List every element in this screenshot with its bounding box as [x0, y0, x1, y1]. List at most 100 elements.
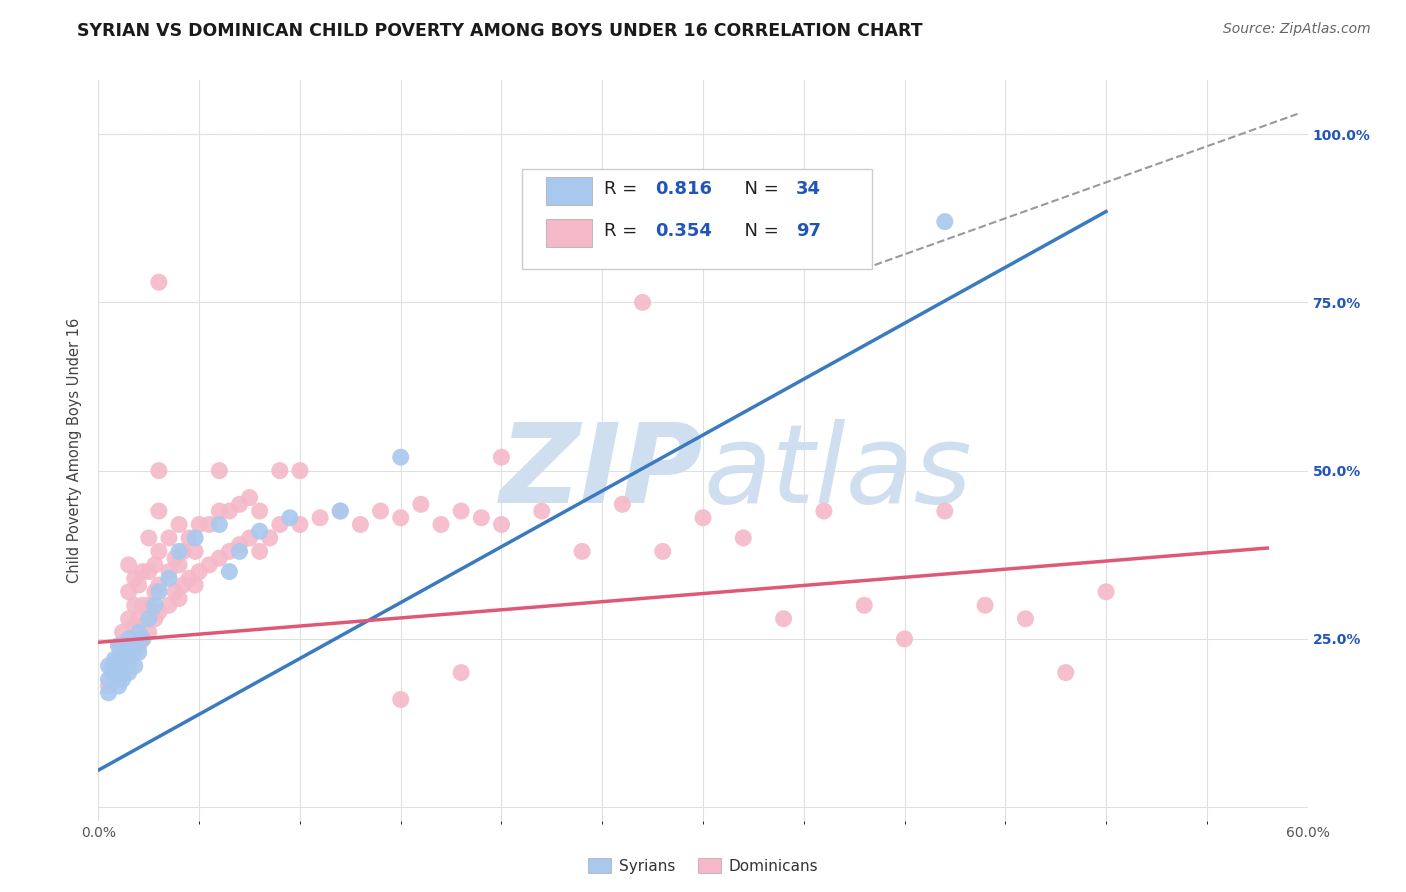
Point: [143, 584, 166, 599]
Point: [218, 544, 240, 558]
Point: [107, 652, 129, 666]
Text: N =: N =: [734, 222, 785, 241]
Point: [148, 578, 170, 592]
Point: [157, 571, 180, 585]
Point: [103, 665, 125, 680]
Point: [188, 565, 211, 579]
Point: [184, 544, 207, 558]
Point: [132, 632, 155, 646]
Legend: Syrians, Dominicans: Syrians, Dominicans: [582, 852, 824, 880]
Point: [249, 524, 271, 539]
Point: [278, 510, 301, 524]
Point: [450, 504, 472, 518]
Point: [107, 673, 129, 687]
Point: [124, 645, 146, 659]
Point: [239, 531, 262, 545]
Point: [269, 464, 291, 478]
Point: [612, 497, 634, 511]
Point: [349, 517, 371, 532]
Point: [491, 450, 513, 465]
Point: [97, 658, 120, 673]
Point: [491, 517, 513, 532]
Point: [118, 658, 141, 673]
Point: [118, 584, 141, 599]
Point: [128, 625, 150, 640]
FancyBboxPatch shape: [522, 169, 872, 269]
Point: [114, 652, 136, 666]
Point: [218, 504, 240, 518]
Point: [148, 275, 170, 289]
Point: [97, 679, 120, 693]
Point: [107, 652, 129, 666]
Point: [309, 510, 332, 524]
Point: [111, 625, 134, 640]
Point: [370, 504, 392, 518]
Point: [1095, 584, 1118, 599]
Point: [389, 510, 412, 524]
Point: [118, 665, 141, 680]
Point: [97, 673, 120, 687]
Point: [772, 612, 794, 626]
Point: [249, 504, 271, 518]
Point: [288, 464, 311, 478]
Point: [124, 599, 146, 613]
Point: [631, 295, 654, 310]
Point: [103, 652, 125, 666]
Point: [389, 450, 412, 465]
Point: [198, 558, 221, 572]
Text: 0.354: 0.354: [655, 222, 711, 241]
Point: [107, 665, 129, 680]
Point: [188, 517, 211, 532]
Point: [124, 618, 146, 632]
Point: [934, 214, 956, 228]
Point: [111, 658, 134, 673]
Point: [118, 652, 141, 666]
Text: SYRIAN VS DOMINICAN CHILD POVERTY AMONG BOYS UNDER 16 CORRELATION CHART: SYRIAN VS DOMINICAN CHILD POVERTY AMONG …: [77, 22, 922, 40]
Point: [118, 639, 141, 653]
Point: [143, 558, 166, 572]
Point: [228, 497, 250, 511]
Point: [329, 504, 352, 518]
Text: 0.816: 0.816: [655, 180, 711, 198]
Point: [124, 658, 146, 673]
Text: R =: R =: [603, 222, 643, 241]
Point: [157, 565, 180, 579]
Point: [389, 692, 412, 706]
Point: [118, 612, 141, 626]
Point: [101, 658, 124, 673]
Text: Source: ZipAtlas.com: Source: ZipAtlas.com: [1223, 22, 1371, 37]
Point: [148, 464, 170, 478]
Point: [163, 584, 186, 599]
Point: [1014, 612, 1036, 626]
Point: [157, 531, 180, 545]
Point: [148, 584, 170, 599]
Point: [148, 504, 170, 518]
Point: [329, 504, 352, 518]
Point: [132, 632, 155, 646]
Point: [450, 665, 472, 680]
Point: [138, 599, 160, 613]
Point: [128, 612, 150, 626]
Text: N =: N =: [734, 180, 785, 198]
Text: 97: 97: [796, 222, 821, 241]
FancyBboxPatch shape: [546, 177, 592, 204]
Point: [132, 599, 155, 613]
Y-axis label: Child Poverty Among Boys Under 16: Child Poverty Among Boys Under 16: [67, 318, 83, 583]
Point: [934, 504, 956, 518]
Point: [107, 639, 129, 653]
Point: [172, 578, 194, 592]
Point: [974, 599, 997, 613]
Point: [409, 497, 432, 511]
Point: [179, 531, 201, 545]
Point: [107, 639, 129, 653]
Point: [111, 673, 134, 687]
Point: [138, 625, 160, 640]
Point: [138, 565, 160, 579]
Point: [651, 544, 673, 558]
Text: R =: R =: [603, 180, 643, 198]
Point: [259, 531, 281, 545]
Point: [692, 510, 714, 524]
Point: [184, 578, 207, 592]
Point: [138, 612, 160, 626]
Text: 34: 34: [796, 180, 821, 198]
